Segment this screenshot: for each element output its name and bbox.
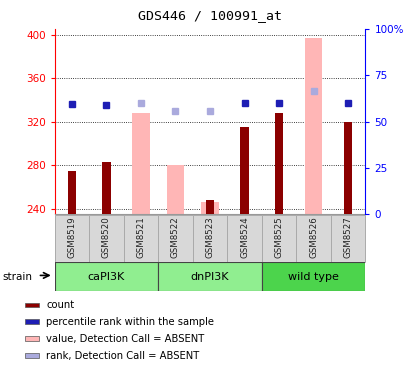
Bar — [275, 113, 284, 214]
Bar — [132, 113, 150, 214]
Bar — [344, 122, 352, 214]
Text: GSM8521: GSM8521 — [136, 216, 145, 258]
Bar — [158, 215, 193, 262]
Text: count: count — [46, 300, 74, 310]
Bar — [262, 262, 365, 291]
Bar — [297, 215, 331, 262]
Text: GSM8526: GSM8526 — [309, 216, 318, 258]
Text: GSM8524: GSM8524 — [240, 216, 249, 258]
Text: caPI3K: caPI3K — [88, 272, 125, 282]
Text: GSM8519: GSM8519 — [67, 217, 76, 258]
Bar — [206, 200, 214, 214]
Text: GSM8520: GSM8520 — [102, 216, 111, 258]
Bar — [89, 215, 123, 262]
Bar — [167, 165, 184, 214]
Text: GDS446 / 100991_at: GDS446 / 100991_at — [138, 9, 282, 22]
Text: GSM8523: GSM8523 — [205, 216, 215, 258]
Bar — [102, 162, 111, 214]
Bar — [262, 215, 297, 262]
Bar — [123, 215, 158, 262]
Bar — [193, 215, 227, 262]
Text: strain: strain — [2, 272, 32, 282]
Text: GSM8527: GSM8527 — [344, 216, 353, 258]
Bar — [331, 215, 365, 262]
Bar — [55, 262, 158, 291]
Bar — [68, 171, 76, 214]
Bar — [227, 215, 262, 262]
Bar — [240, 127, 249, 214]
Bar — [158, 262, 262, 291]
Bar — [55, 215, 89, 262]
Bar — [25, 353, 39, 358]
Text: GSM8525: GSM8525 — [275, 216, 284, 258]
Bar — [25, 303, 39, 307]
Text: dnPI3K: dnPI3K — [191, 272, 229, 282]
Text: rank, Detection Call = ABSENT: rank, Detection Call = ABSENT — [46, 351, 200, 361]
Text: GSM8522: GSM8522 — [171, 216, 180, 258]
Text: value, Detection Call = ABSENT: value, Detection Call = ABSENT — [46, 334, 205, 344]
Bar — [305, 38, 322, 214]
Bar — [201, 202, 219, 214]
Bar — [25, 320, 39, 324]
Text: percentile rank within the sample: percentile rank within the sample — [46, 317, 215, 327]
Bar — [25, 336, 39, 341]
Text: wild type: wild type — [288, 272, 339, 282]
